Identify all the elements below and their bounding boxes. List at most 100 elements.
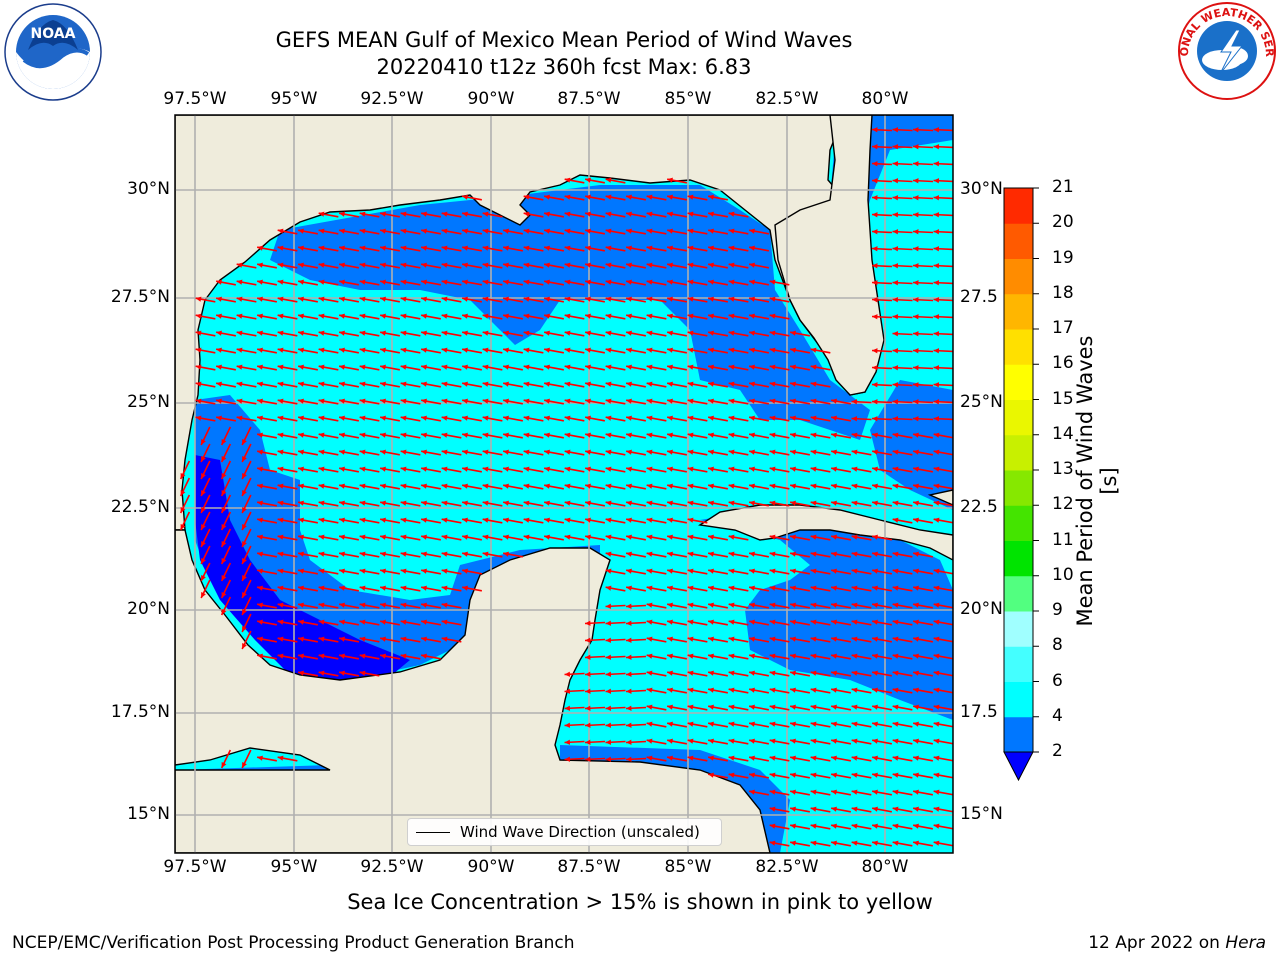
wave-direction-arrowhead: [564, 330, 571, 336]
wave-direction-arrowhead: [277, 296, 284, 302]
wave-direction-arrowhead: [872, 161, 878, 167]
wave-direction-arrowhead: [257, 500, 263, 506]
wave-direction-arrowhead: [221, 609, 227, 616]
wave-direction-arrowhead: [872, 687, 878, 693]
wave-direction-arrowhead: [626, 279, 632, 285]
wave-direction-arrowhead: [503, 551, 509, 557]
wave-direction-arrowhead: [749, 364, 755, 370]
wave-direction-arrowhead: [831, 806, 837, 812]
wave-direction-arrowhead: [913, 551, 919, 557]
wave-direction-arrowhead: [728, 432, 735, 438]
wave-direction-arrowhead: [605, 688, 612, 694]
wave-direction-arrowhead: [667, 177, 673, 183]
wave-direction-arrowhead: [339, 500, 345, 506]
wave-direction-arrowhead: [810, 466, 817, 472]
wave-direction-arrowhead: [216, 415, 222, 421]
wave-direction-arrowhead: [810, 568, 817, 574]
wave-direction-arrowhead: [441, 211, 448, 217]
wave-direction-arrowhead: [687, 296, 694, 302]
wave-direction-arrowhead: [257, 755, 263, 761]
wave-direction-arrowhead: [646, 381, 653, 387]
wave-direction-arrowhead: [482, 432, 489, 438]
wave-direction-arrowhead: [462, 466, 468, 472]
wave-direction-arrowhead: [810, 398, 817, 404]
wave-direction-arrowhead: [564, 296, 571, 302]
wave-direction-arrowhead: [892, 178, 899, 184]
wave-direction-arrowhead: [626, 228, 632, 234]
wave-direction-arrowhead: [298, 245, 304, 251]
wave-direction-arrowhead: [564, 483, 571, 489]
wave-direction-arrowhead: [667, 755, 673, 761]
wave-direction-arrowhead: [933, 280, 940, 286]
wave-direction-arrowhead: [236, 381, 243, 387]
wave-direction-arrowhead: [482, 517, 489, 523]
wave-direction-arrowhead: [667, 211, 673, 217]
wave-direction-arrowhead: [503, 534, 509, 540]
wave-direction-arrowhead: [380, 228, 386, 234]
wave-direction-arrowhead: [892, 416, 899, 422]
lat-label-left: 22.5°N: [110, 497, 170, 517]
wave-direction-arrowhead: [810, 381, 817, 387]
wave-direction-arrowhead: [769, 364, 776, 370]
wave-direction-arrowhead: [790, 330, 796, 336]
colorbar-bin: [1004, 293, 1033, 330]
wave-direction-arrowhead: [810, 789, 817, 795]
wave-direction-arrowhead: [482, 500, 489, 506]
wave-direction-arrowhead: [708, 296, 714, 302]
lon-label-bottom: 87.5°W: [557, 857, 621, 877]
wave-direction-arrowhead: [892, 602, 899, 608]
wave-direction-arrowhead: [380, 313, 386, 319]
wave-direction-arrowhead: [277, 466, 284, 472]
wave-direction-arrowhead: [626, 245, 632, 251]
wave-direction-arrowhead: [195, 415, 202, 421]
wave-direction-arrowhead: [236, 415, 243, 421]
wave-direction-arrowhead: [277, 585, 284, 591]
wave-direction-arrowhead: [462, 432, 468, 438]
wave-direction-arrowhead: [421, 262, 427, 268]
wave-direction-arrowhead: [646, 313, 653, 319]
wave-direction-arrowhead: [257, 364, 263, 370]
wave-direction-arrowhead: [201, 592, 206, 599]
wave-direction-arrowhead: [441, 347, 448, 353]
wave-direction-arrowhead: [339, 602, 345, 608]
wave-direction-arrowhead: [503, 330, 509, 336]
wave-direction-arrowhead: [892, 483, 899, 489]
wave-direction-arrowhead: [933, 246, 940, 252]
wave-direction-arrowhead: [585, 483, 591, 489]
wave-direction-arrowhead: [831, 398, 837, 404]
wave-direction-arrowhead: [236, 364, 243, 370]
wave-direction-arrowhead: [359, 211, 366, 217]
wave-direction-arrowhead: [400, 585, 407, 591]
wave-direction-arrowhead: [503, 364, 509, 370]
wave-direction-arrowhead: [380, 415, 386, 421]
wave-direction-arrowhead: [298, 296, 304, 302]
wave-direction-arrowhead: [298, 330, 304, 336]
wave-direction-arrowhead: [913, 704, 919, 710]
wave-direction-arrowhead: [462, 228, 468, 234]
wave-direction-arrowhead: [626, 756, 632, 762]
wave-direction-arrowhead: [851, 500, 858, 506]
wave-direction-arrowhead: [277, 364, 284, 370]
wave-direction-arrowhead: [892, 144, 899, 150]
wave-direction-arrowhead: [544, 262, 550, 268]
wave-direction-arrowhead: [585, 279, 591, 285]
wave-direction-arrowhead: [277, 313, 284, 319]
wave-direction-arrowhead: [421, 602, 427, 608]
wave-direction-arrowhead: [913, 500, 919, 506]
wave-direction-arrowhead: [318, 228, 325, 234]
wave-direction-arrowhead: [605, 194, 612, 200]
wave-direction-arrowhead: [913, 229, 919, 235]
wave-direction-arrowhead: [892, 263, 899, 269]
wave-direction-arrowhead: [400, 636, 407, 642]
wave-direction-arrowhead: [831, 466, 837, 472]
wave-direction-arrowhead: [605, 483, 612, 489]
colorbar-bin: [1004, 681, 1033, 718]
wave-direction-arrowhead: [216, 398, 222, 404]
wave-direction-arrowhead: [810, 840, 817, 846]
wave-direction-arrowhead: [503, 517, 509, 523]
wave-direction-arrowhead: [933, 483, 940, 489]
wave-direction-arrowhead: [872, 365, 878, 371]
wave-direction-arrowhead: [687, 364, 694, 370]
wave-direction-arrowhead: [421, 483, 427, 489]
wave-direction-arrowhead: [242, 558, 247, 565]
